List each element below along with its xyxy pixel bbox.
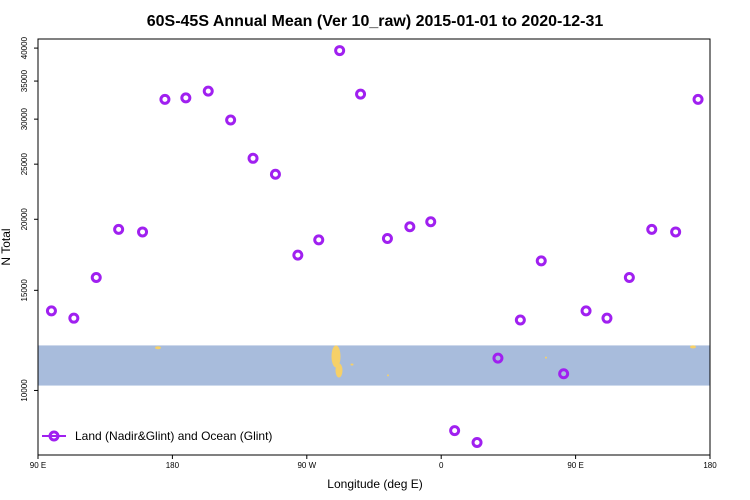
land-mass	[387, 374, 389, 377]
data-point	[269, 168, 281, 180]
data-point	[355, 88, 367, 100]
x-tick-label: 90 E	[30, 461, 46, 470]
data-point	[247, 152, 259, 164]
data-point	[425, 216, 437, 228]
y-tick-label: 20000	[20, 208, 29, 231]
y-tick-label: 30000	[20, 107, 29, 130]
data-point	[601, 312, 613, 324]
data-point	[623, 271, 635, 283]
data-point	[180, 92, 192, 104]
data-point	[646, 223, 658, 235]
data-point	[670, 226, 682, 238]
data-point	[449, 425, 461, 437]
x-tick-label: 0	[439, 461, 444, 470]
y-tick-label: 40000	[20, 36, 29, 59]
data-point	[68, 312, 80, 324]
data-point	[471, 436, 483, 448]
data-point	[202, 85, 214, 97]
data-point	[580, 305, 592, 317]
legend-marker	[48, 430, 60, 442]
y-tick-label: 15000	[20, 279, 29, 302]
x-tick-label: 90 W	[297, 461, 316, 470]
data-point	[692, 93, 704, 105]
data-point	[514, 314, 526, 326]
x-axis-ticks: 90 E 180 90 W 0 90 E 180	[30, 455, 717, 470]
data-point	[558, 368, 570, 380]
data-point	[313, 234, 325, 246]
y-axis-ticks: 10000 15000 20000 25000 30000 35000 40000	[20, 36, 38, 402]
x-axis-label: Longitude (deg E)	[327, 477, 422, 491]
data-point	[159, 93, 171, 105]
data-point	[292, 249, 304, 261]
y-tick-label: 35000	[20, 69, 29, 92]
data-point	[492, 352, 504, 364]
data-point	[381, 233, 393, 245]
x-tick-label: 180	[166, 461, 180, 470]
y-tick-label: 10000	[20, 379, 29, 402]
data-point	[535, 255, 547, 267]
land-mass	[350, 363, 354, 366]
y-axis-label: N Total	[0, 228, 13, 265]
x-tick-label: 180	[703, 461, 717, 470]
data-point	[137, 226, 149, 238]
x-tick-label: 90 E	[567, 461, 583, 470]
land-mass	[690, 345, 696, 349]
legend: Land (Nadir&Glint) and Ocean (Glint)	[42, 429, 272, 443]
land-mass	[331, 345, 341, 368]
data-point	[90, 271, 102, 283]
y-tick-label: 25000	[20, 152, 29, 175]
data-point	[225, 114, 237, 126]
data-point	[45, 305, 57, 317]
land-mass	[335, 363, 343, 378]
land-masses	[155, 345, 696, 378]
data-point	[334, 45, 346, 57]
data-points	[45, 45, 704, 448]
land-mass	[545, 356, 547, 359]
legend-label: Land (Nadir&Glint) and Ocean (Glint)	[75, 429, 272, 443]
chart-title: 60S-45S Annual Mean (Ver 10_raw) 2015-01…	[147, 13, 604, 30]
map-band	[38, 345, 710, 386]
plot-frame	[37, 38, 711, 456]
land-mass	[155, 346, 161, 350]
data-point	[404, 221, 416, 233]
data-point	[113, 223, 125, 235]
map-band-background	[38, 345, 710, 386]
